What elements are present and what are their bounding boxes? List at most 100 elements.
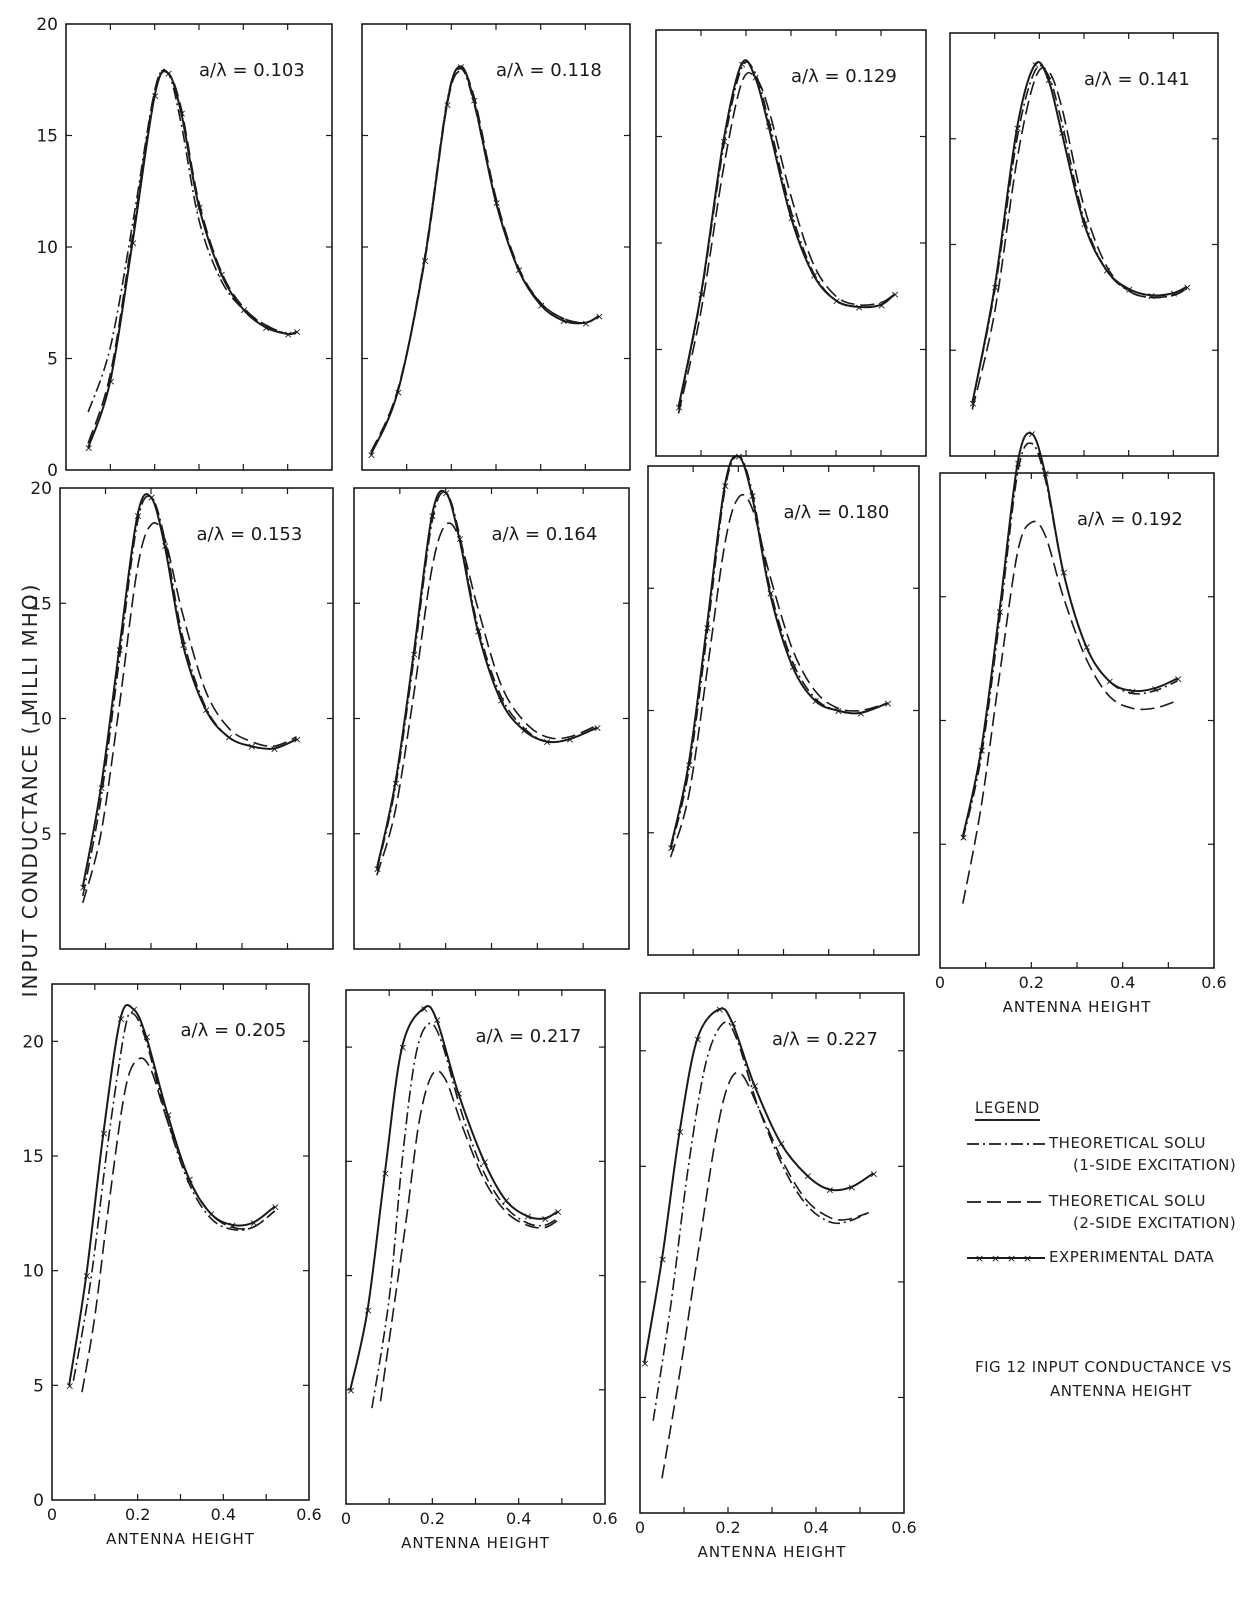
series-dashed xyxy=(370,69,600,453)
data-point-marker: × xyxy=(514,263,523,276)
legend-label-2side: THEORETICAL SOLU xyxy=(1049,1192,1206,1210)
data-point-marker: × xyxy=(1041,467,1050,480)
y-axis-label: INPUT CONDUCTANCE ( MILLI MHO) xyxy=(18,582,42,998)
legend-sample-dash-dot xyxy=(967,1143,1045,1145)
series-dashed xyxy=(376,522,598,876)
data-point-marker: × xyxy=(129,237,138,250)
x-tick-label: 0.4 xyxy=(1110,973,1135,992)
legend-sample-experimental: × × × × xyxy=(967,1252,1045,1265)
data-point-marker: × xyxy=(891,288,900,301)
data-point-marker: × xyxy=(554,1206,563,1219)
data-point-marker: × xyxy=(164,67,173,80)
data-point-marker: × xyxy=(777,1137,786,1150)
data-point-marker: × xyxy=(420,1002,429,1015)
data-point-marker: × xyxy=(97,782,106,795)
data-point-marker: × xyxy=(1080,217,1089,230)
data-point-marker: × xyxy=(470,94,479,107)
data-point-marker: × xyxy=(421,254,430,267)
data-point-marker: × xyxy=(99,1127,108,1140)
data-point-marker: × xyxy=(239,303,248,316)
y-tick-label: 10 xyxy=(36,238,58,258)
legend-label-1side: THEORETICAL SOLU xyxy=(1049,1134,1206,1152)
legend-sub-2side: (2-SIDE EXCITATION) xyxy=(1073,1214,1237,1232)
x-tick-label: 0 xyxy=(935,973,945,992)
data-point-marker: × xyxy=(883,697,892,710)
data-point-marker: × xyxy=(65,1379,74,1392)
data-point-marker: × xyxy=(697,288,706,301)
panel-annotation: a/λ = 0.129 xyxy=(791,66,897,87)
chart-panel-2: a/λ = 0.118 × × × × × × × × × × × × xyxy=(361,23,631,471)
data-point-marker: × xyxy=(856,707,865,720)
data-point-marker: × xyxy=(834,705,843,718)
data-point-marker: × xyxy=(1044,74,1053,87)
series-experimental xyxy=(677,59,896,408)
series-experimental xyxy=(643,1007,874,1363)
data-point-marker: × xyxy=(410,648,419,661)
data-point-marker: × xyxy=(810,269,819,282)
data-point-marker: × xyxy=(693,1033,702,1046)
series-experimental xyxy=(375,489,598,869)
data-point-marker: × xyxy=(1082,640,1091,653)
data-point-marker: × xyxy=(738,58,747,71)
series-dashed xyxy=(971,67,1188,410)
chart-panel-3: a/λ = 0.129 × × × × × × × × × × × × xyxy=(655,29,927,457)
panel-annotation: a/λ = 0.180 xyxy=(784,502,890,523)
chart-panel-5: 5 10 15 20 a/λ = 0.153 × × × × × × × × × × × × xyxy=(30,479,334,950)
data-point-marker: × xyxy=(455,533,464,546)
y-tick-label: 0 xyxy=(33,1491,44,1511)
data-point-marker: × xyxy=(789,660,798,673)
legend-label-experimental: EXPERIMENTAL DATA xyxy=(1049,1248,1215,1266)
x-tick-label: 0.4 xyxy=(803,1518,828,1537)
series-dash-dot xyxy=(72,1011,276,1381)
x-tick-label: 0.4 xyxy=(211,1505,236,1524)
series-experimental xyxy=(349,1005,559,1391)
data-point-marker: × xyxy=(115,643,124,656)
data-point-marker: × xyxy=(803,1170,812,1183)
data-point-marker: × xyxy=(811,695,820,708)
data-point-marker: × xyxy=(262,321,271,334)
series-dashed xyxy=(669,493,888,858)
legend-sample-dashed xyxy=(967,1201,1045,1203)
series-dash-dot xyxy=(971,64,1188,404)
panel-annotation: a/λ = 0.164 xyxy=(492,524,598,545)
data-point-marker: × xyxy=(373,862,382,875)
data-point-marker: × xyxy=(995,606,1004,619)
data-point-marker: × xyxy=(685,758,694,771)
data-point-marker: × xyxy=(1125,283,1134,296)
x-axis-label: ANTENNA HEIGHT xyxy=(1003,998,1152,1016)
series-dash-dot xyxy=(82,495,297,897)
chart-panel-10: 0 0.2 0.4 0.6 ANTENNA HEIGHT a/λ = 0.217 × × × × ×… xyxy=(341,989,618,1552)
data-point-marker: × xyxy=(270,742,279,755)
data-point-marker: × xyxy=(480,1155,489,1168)
chart-panel-9: 0 5 10 15 20 0 0.2 0.4 0.6 ANTENNA HEIGHT a/λ = 0.… xyxy=(22,983,322,1548)
caption-line-1: FIG 12 INPUT CONDUCTANCE VS xyxy=(975,1358,1232,1376)
x-tick-label: 0.2 xyxy=(125,1505,150,1524)
data-point-marker: × xyxy=(202,703,211,716)
data-point-marker: × xyxy=(247,740,256,753)
data-point-marker: × xyxy=(394,386,403,399)
data-point-marker: × xyxy=(151,89,160,102)
panel-frame xyxy=(949,32,1219,457)
data-point-marker: × xyxy=(581,317,590,330)
x-tick-label: 0 xyxy=(635,1518,645,1537)
data-point-marker: × xyxy=(217,268,226,281)
y-tick-label: 10 xyxy=(22,1262,44,1282)
series-dash-dot xyxy=(87,68,297,413)
x-tick-label: 0.6 xyxy=(891,1518,916,1537)
figure-caption: FIG 12 INPUT CONDUCTANCE VS ANTENNA HEIG… xyxy=(975,1355,1232,1403)
data-point-marker: × xyxy=(565,733,574,746)
svg-text:×: × xyxy=(991,1252,1000,1265)
x-tick-label: 0 xyxy=(341,1509,351,1528)
data-point-marker: × xyxy=(748,489,757,502)
panel-annotation: a/λ = 0.205 xyxy=(181,1020,287,1041)
data-point-marker: × xyxy=(750,1079,759,1092)
data-point-marker: × xyxy=(715,1003,724,1016)
data-point-marker: × xyxy=(523,1210,532,1223)
series-experimental xyxy=(369,65,600,455)
y-tick-label: 10 xyxy=(30,710,52,730)
panel-annotation: a/λ = 0.103 xyxy=(199,60,305,81)
data-point-marker: × xyxy=(537,299,546,312)
data-point-marker: × xyxy=(367,448,376,461)
x-axis-label: ANTENNA HEIGHT xyxy=(401,1534,550,1552)
legend: LEGEND THEORETICAL SOLU (1-SIDE EXCITATI… xyxy=(965,1090,1255,1280)
